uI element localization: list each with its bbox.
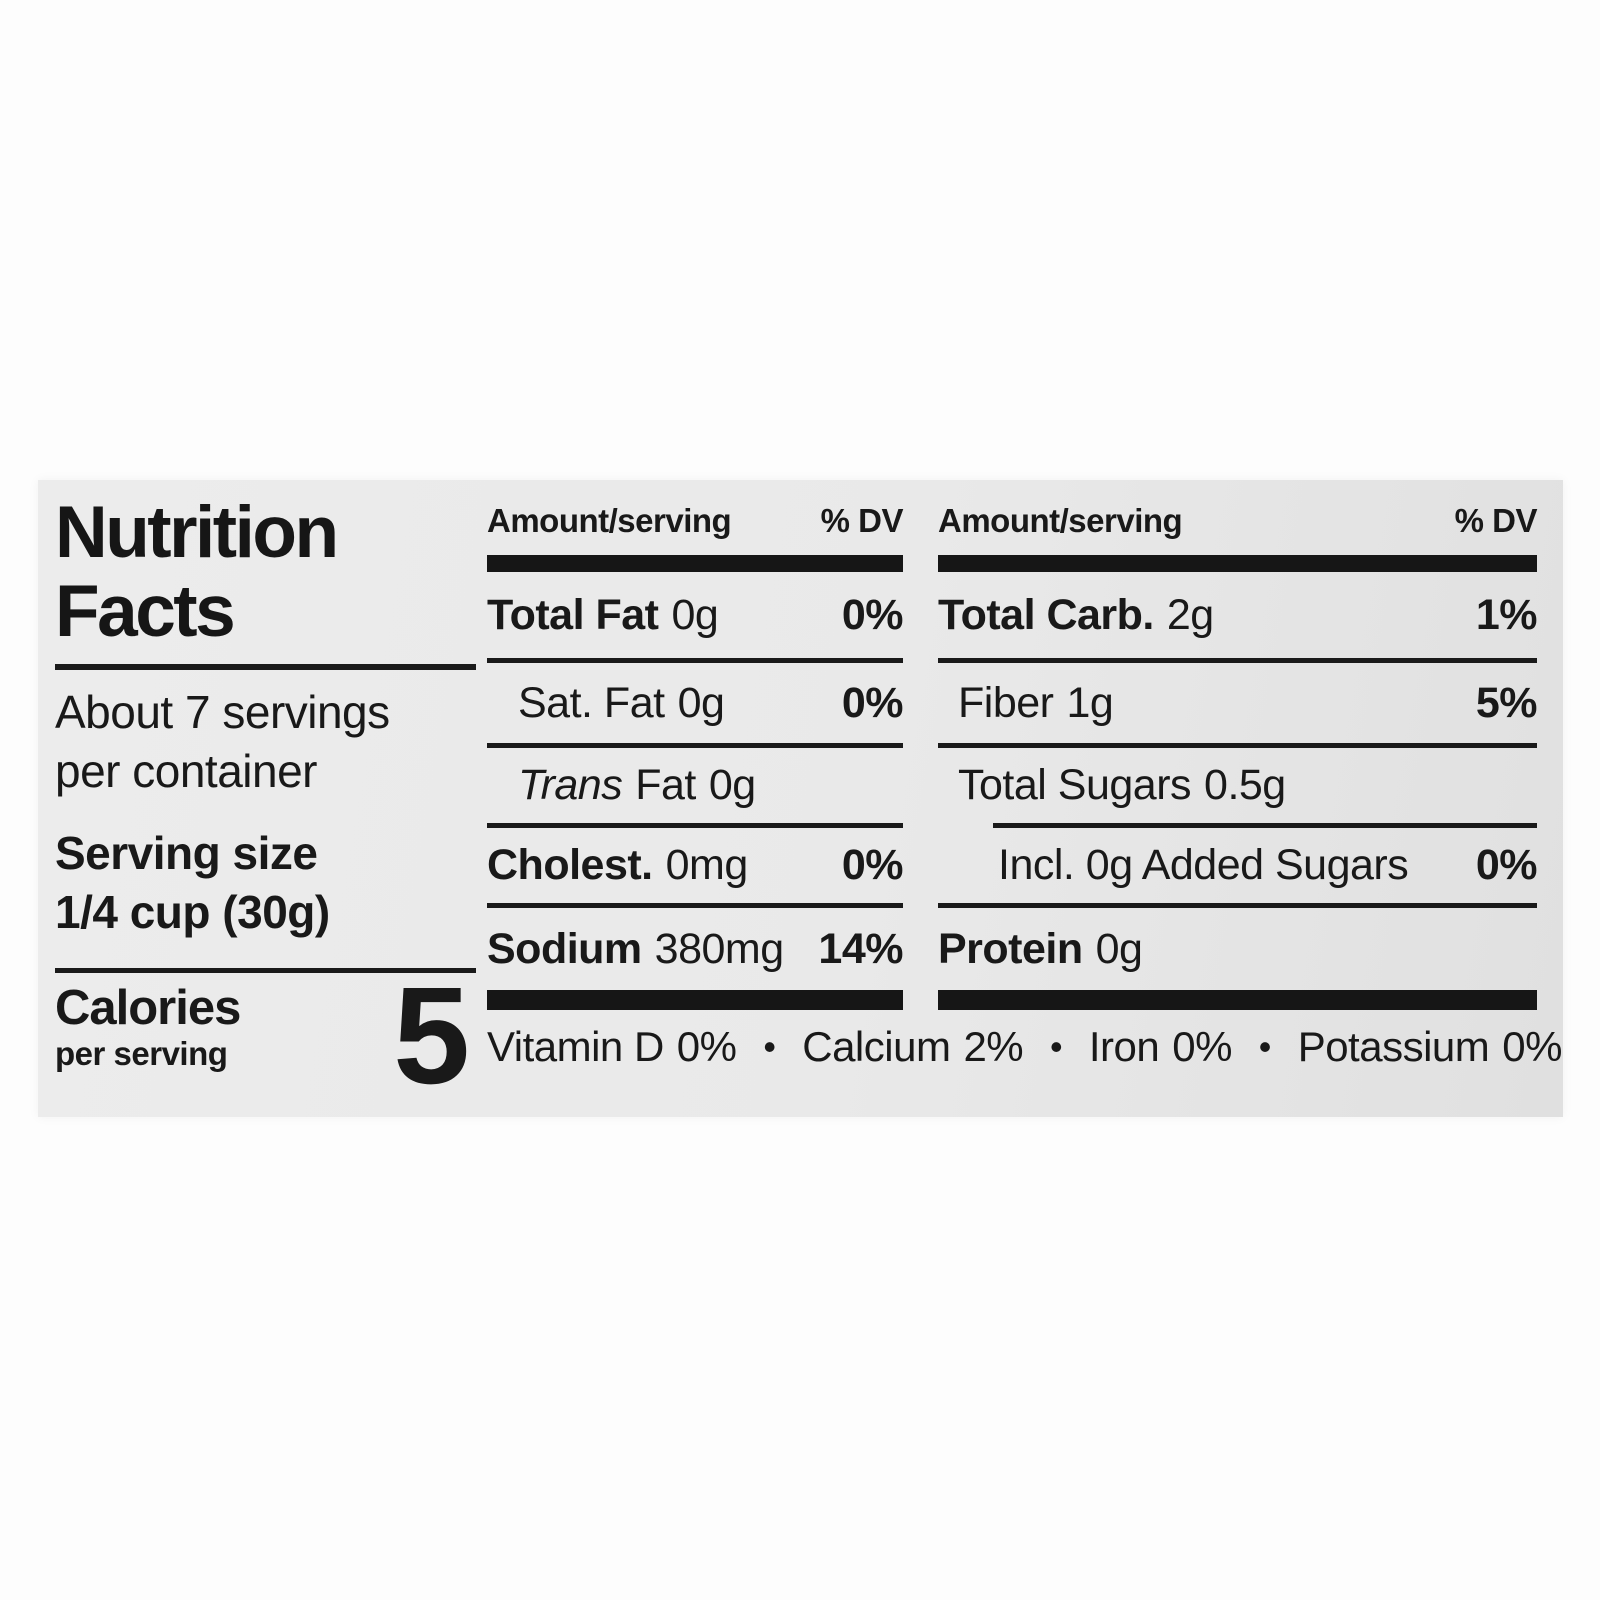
- calories-sublabel: per serving: [55, 1035, 228, 1072]
- micronutrient-calcium: Calcium 2%: [802, 1023, 1023, 1071]
- row-trans-fat: Trans Fat 0g: [487, 748, 903, 823]
- label-left-column: Nutrition Facts About 7 servings per con…: [55, 480, 476, 1117]
- calories-label: Calories: [55, 981, 241, 1035]
- nutrient-dv: 0%: [841, 590, 904, 639]
- serving-size: Serving size 1/4 cup (30g): [55, 824, 476, 942]
- servings-per-container: About 7 servings per container: [55, 683, 476, 801]
- percent-dv-header: % DV: [1454, 502, 1538, 539]
- nutrient-dv: 0%: [1475, 841, 1538, 889]
- nutrient-amount: 0.5g: [1204, 761, 1286, 809]
- percent-dv-header: % DV: [820, 502, 904, 539]
- micronutrients-row: Vitamin D 0% • Calcium 2% • Iron 0% • Potas…: [487, 1023, 1562, 1071]
- nutrient-amount: 0g: [1095, 924, 1143, 973]
- row-divider: [487, 743, 903, 748]
- nutrient-name: Incl. 0g Added Sugars: [998, 841, 1409, 889]
- label-title-line2: Facts: [55, 571, 236, 652]
- nutrient-dv: 1%: [1475, 590, 1538, 639]
- nutrient-dv: 5%: [1475, 678, 1538, 727]
- thick-divider: [487, 990, 903, 1010]
- row-total-sugars: Total Sugars 0.5g: [938, 748, 1537, 823]
- nutrient-amount: 380mg: [654, 924, 784, 973]
- micronutrient-name: Potassium: [1297, 1023, 1490, 1070]
- nutrient-amount: 0g: [708, 761, 756, 809]
- row-divider: [487, 658, 903, 663]
- nutrient-dv: 14%: [818, 924, 903, 973]
- nutrient-amount: 2g: [1166, 590, 1214, 639]
- calories-value: 5: [393, 959, 470, 1113]
- row-divider: [487, 823, 903, 828]
- nutrient-amount: 0mg: [665, 841, 749, 889]
- nutrient-amount: 0g: [671, 590, 719, 639]
- row-divider: [938, 743, 1537, 748]
- nutrient-name: Total Fat: [487, 590, 659, 639]
- nutrient-amount: 1g: [1066, 678, 1114, 727]
- nutrient-dv: 0%: [841, 841, 904, 889]
- nutrient-name: Protein: [938, 924, 1083, 973]
- micronutrient-vitamin-d: Vitamin D 0%: [487, 1023, 737, 1071]
- row-divider: [938, 658, 1537, 663]
- row-total-carb: Total Carb. 2g 1%: [938, 572, 1538, 658]
- bullet-icon: •: [763, 1026, 776, 1067]
- row-divider: [487, 903, 903, 908]
- nutrient-name: Total Carb.: [938, 590, 1154, 639]
- micronutrient-name: Iron: [1088, 1023, 1160, 1070]
- calories-labels: Calories per serving: [55, 981, 241, 1073]
- micronutrient-dv: 0%: [676, 1023, 737, 1070]
- micronutrient-name: Vitamin D: [487, 1023, 664, 1070]
- nutrient-name: Total Sugars: [958, 761, 1192, 809]
- serving-size-value: 1/4 cup (30g): [55, 886, 330, 938]
- calories-divider: [55, 968, 476, 973]
- nutrient-dv: 0%: [841, 678, 904, 727]
- row-sat-fat: Sat. Fat 0g 0%: [487, 663, 904, 743]
- micronutrient-potassium: Potassium 0%: [1297, 1023, 1563, 1071]
- row-divider-indented: [993, 823, 1537, 828]
- label-title-line1: Nutrition: [55, 492, 339, 573]
- nutrient-name: Cholest.: [487, 841, 653, 889]
- micronutrient-name: Calcium: [802, 1023, 951, 1070]
- nutrient-column-carbs: Amount/serving % DV Total Carb. 2g 1% Fib…: [938, 480, 1538, 1010]
- nutrient-column-fats: Amount/serving % DV Total Fat 0g 0% Sat. …: [487, 480, 904, 1010]
- thick-divider: [938, 555, 1537, 572]
- row-cholesterol: Cholest. 0mg 0%: [487, 828, 904, 903]
- row-added-sugars: Incl. 0g Added Sugars 0%: [938, 828, 1538, 903]
- calories-section: Calories per serving 5: [55, 959, 476, 1113]
- micronutrient-dv: 0%: [1172, 1023, 1232, 1070]
- nutrient-name-italic: Trans: [518, 761, 623, 809]
- serving-size-label: Serving size: [55, 827, 318, 879]
- row-sodium: Sodium 380mg 14%: [487, 908, 903, 990]
- thick-divider: [487, 555, 903, 572]
- nutrient-name: Fat: [635, 761, 696, 809]
- micronutrient-iron: Iron 0%: [1088, 1023, 1233, 1071]
- row-divider: [938, 903, 1537, 908]
- nutrient-name: Fiber: [958, 678, 1054, 727]
- bullet-icon: •: [1258, 1026, 1272, 1067]
- servings-line2: per container: [55, 745, 318, 797]
- thick-divider: [938, 990, 1537, 1010]
- label-title: Nutrition Facts: [55, 493, 476, 651]
- row-fiber: Fiber 1g 5%: [938, 663, 1538, 743]
- row-protein: Protein 0g: [938, 908, 1537, 990]
- amount-per-serving-header: Amount/serving: [487, 502, 732, 539]
- nutrient-name: Sat. Fat: [518, 678, 665, 727]
- amount-per-serving-header: Amount/serving: [938, 502, 1183, 539]
- nutrient-name: Sodium: [487, 924, 642, 973]
- nutrient-amount: 0g: [677, 678, 725, 727]
- nutrition-facts-label: Nutrition Facts About 7 servings per con…: [38, 480, 1563, 1117]
- servings-line1: About 7 servings: [55, 686, 390, 738]
- bullet-icon: •: [1049, 1026, 1063, 1067]
- row-total-fat: Total Fat 0g 0%: [487, 572, 904, 658]
- micronutrient-dv: 0%: [1502, 1023, 1562, 1070]
- title-divider: [55, 664, 476, 670]
- micronutrient-dv: 2%: [963, 1023, 1024, 1070]
- column-header: Amount/serving % DV: [487, 500, 904, 540]
- column-header: Amount/serving % DV: [938, 500, 1538, 540]
